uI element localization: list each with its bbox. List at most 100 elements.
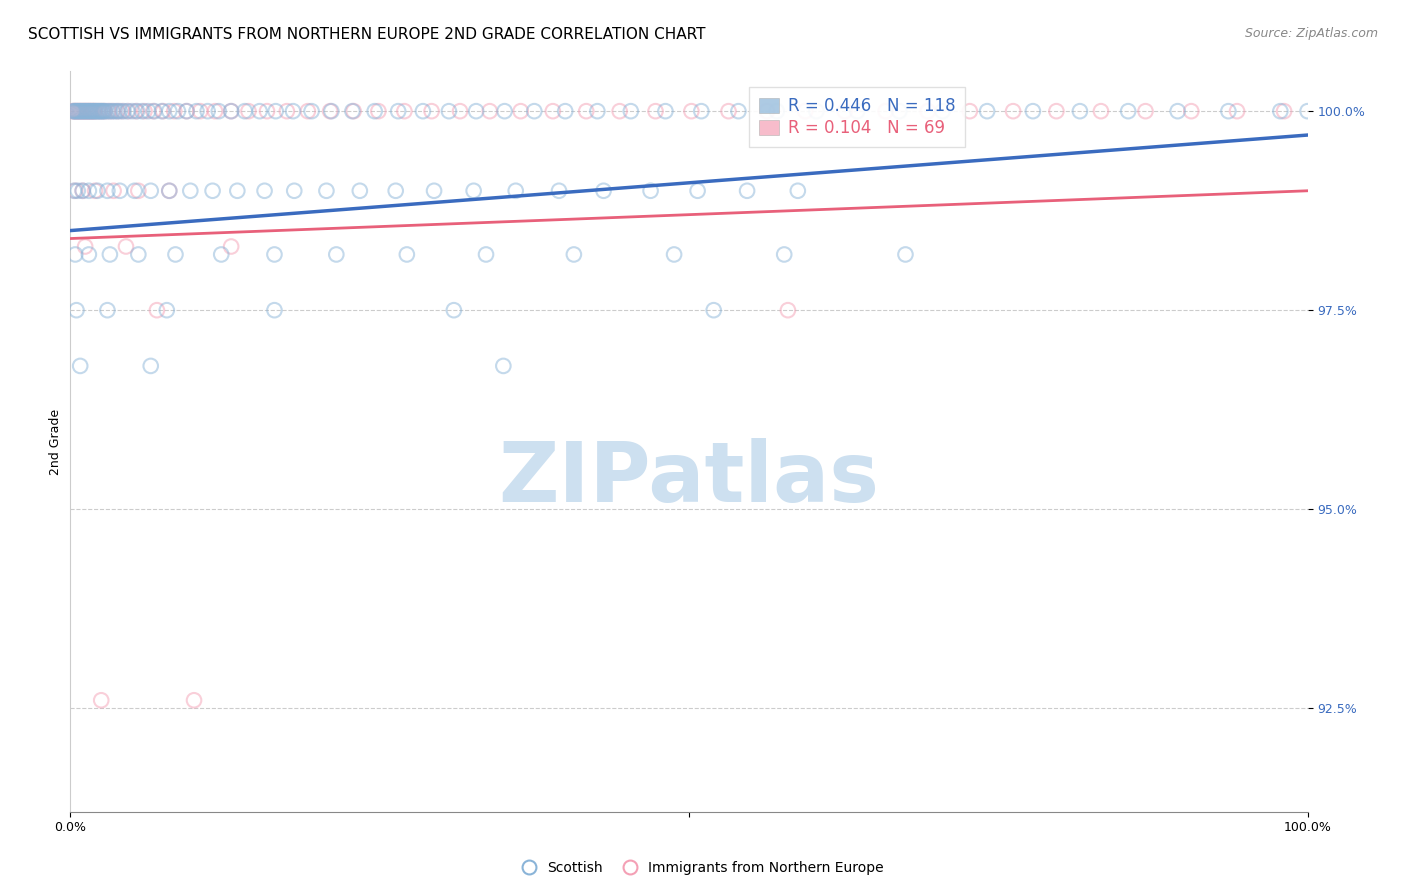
Point [86, 104, 108, 119]
Point [219, 104, 242, 119]
Point [315, 184, 337, 198]
Point [609, 104, 631, 119]
Point [103, 184, 125, 198]
Point [146, 303, 169, 318]
Point [681, 104, 703, 119]
Point [367, 104, 389, 119]
Point [509, 104, 531, 119]
Point [157, 184, 180, 198]
Point [127, 104, 149, 119]
Point [66, 184, 89, 198]
Point [437, 104, 460, 119]
Point [554, 104, 576, 119]
Point [101, 104, 124, 119]
Point [541, 104, 564, 119]
Point [94, 104, 117, 119]
Point [121, 104, 143, 119]
Point [80, 104, 103, 119]
Point [77, 184, 100, 198]
Point [420, 104, 443, 119]
Point [765, 104, 787, 119]
Point [183, 693, 205, 707]
Point [1135, 104, 1157, 119]
Point [63, 184, 86, 198]
Point [776, 303, 799, 318]
Point [620, 104, 643, 119]
Point [80, 104, 103, 119]
Point [586, 104, 609, 119]
Point [127, 184, 149, 198]
Point [233, 104, 256, 119]
Point [219, 104, 242, 119]
Point [176, 104, 198, 119]
Point [86, 104, 108, 119]
Point [395, 247, 418, 261]
Legend: R = 0.446   N = 118, R = 0.104   N = 69: R = 0.446 N = 118, R = 0.104 N = 69 [749, 87, 965, 147]
Point [654, 104, 676, 119]
Point [1167, 104, 1189, 119]
Point [343, 104, 366, 119]
Point [117, 104, 139, 119]
Point [167, 104, 190, 119]
Point [1226, 104, 1249, 119]
Point [1022, 104, 1045, 119]
Point [75, 104, 97, 119]
Point [475, 247, 498, 261]
Point [794, 104, 817, 119]
Point [125, 104, 148, 119]
Point [143, 104, 166, 119]
Point [112, 104, 135, 119]
Point [111, 104, 134, 119]
Point [93, 104, 115, 119]
Point [505, 184, 527, 198]
Point [63, 104, 86, 119]
Point [465, 104, 488, 119]
Point [562, 247, 585, 261]
Point [276, 104, 298, 119]
Point [1296, 104, 1319, 119]
Point [478, 104, 501, 119]
Point [98, 104, 121, 119]
Point [90, 104, 112, 119]
Point [1180, 104, 1202, 119]
Point [73, 104, 96, 119]
Point [412, 104, 434, 119]
Text: SCOTTISH VS IMMIGRANTS FROM NORTHERN EUROPE 2ND GRADE CORRELATION CHART: SCOTTISH VS IMMIGRANTS FROM NORTHERN EUR… [28, 27, 706, 42]
Point [875, 104, 897, 119]
Point [188, 104, 211, 119]
Point [1090, 104, 1112, 119]
Point [1272, 104, 1295, 119]
Point [87, 104, 110, 119]
Point [89, 104, 111, 119]
Point [640, 184, 662, 198]
Point [96, 104, 118, 119]
Y-axis label: 2nd Grade: 2nd Grade [49, 409, 62, 475]
Point [75, 104, 97, 119]
Point [84, 184, 107, 198]
Point [134, 104, 156, 119]
Point [65, 104, 87, 119]
Point [209, 247, 232, 261]
Point [77, 104, 100, 119]
Point [70, 104, 93, 119]
Point [89, 104, 111, 119]
Point [65, 247, 87, 261]
Point [77, 247, 100, 261]
Point [152, 104, 174, 119]
Point [79, 104, 101, 119]
Point [301, 104, 323, 119]
Point [142, 104, 165, 119]
Point [65, 104, 87, 119]
Point [84, 104, 107, 119]
Point [91, 104, 114, 119]
Point [67, 104, 90, 119]
Text: ZIPatlas: ZIPatlas [499, 438, 879, 519]
Point [735, 184, 758, 198]
Point [70, 104, 93, 119]
Point [592, 184, 614, 198]
Point [157, 104, 180, 119]
Point [72, 184, 94, 198]
Point [96, 303, 118, 318]
Point [264, 104, 287, 119]
Point [349, 184, 371, 198]
